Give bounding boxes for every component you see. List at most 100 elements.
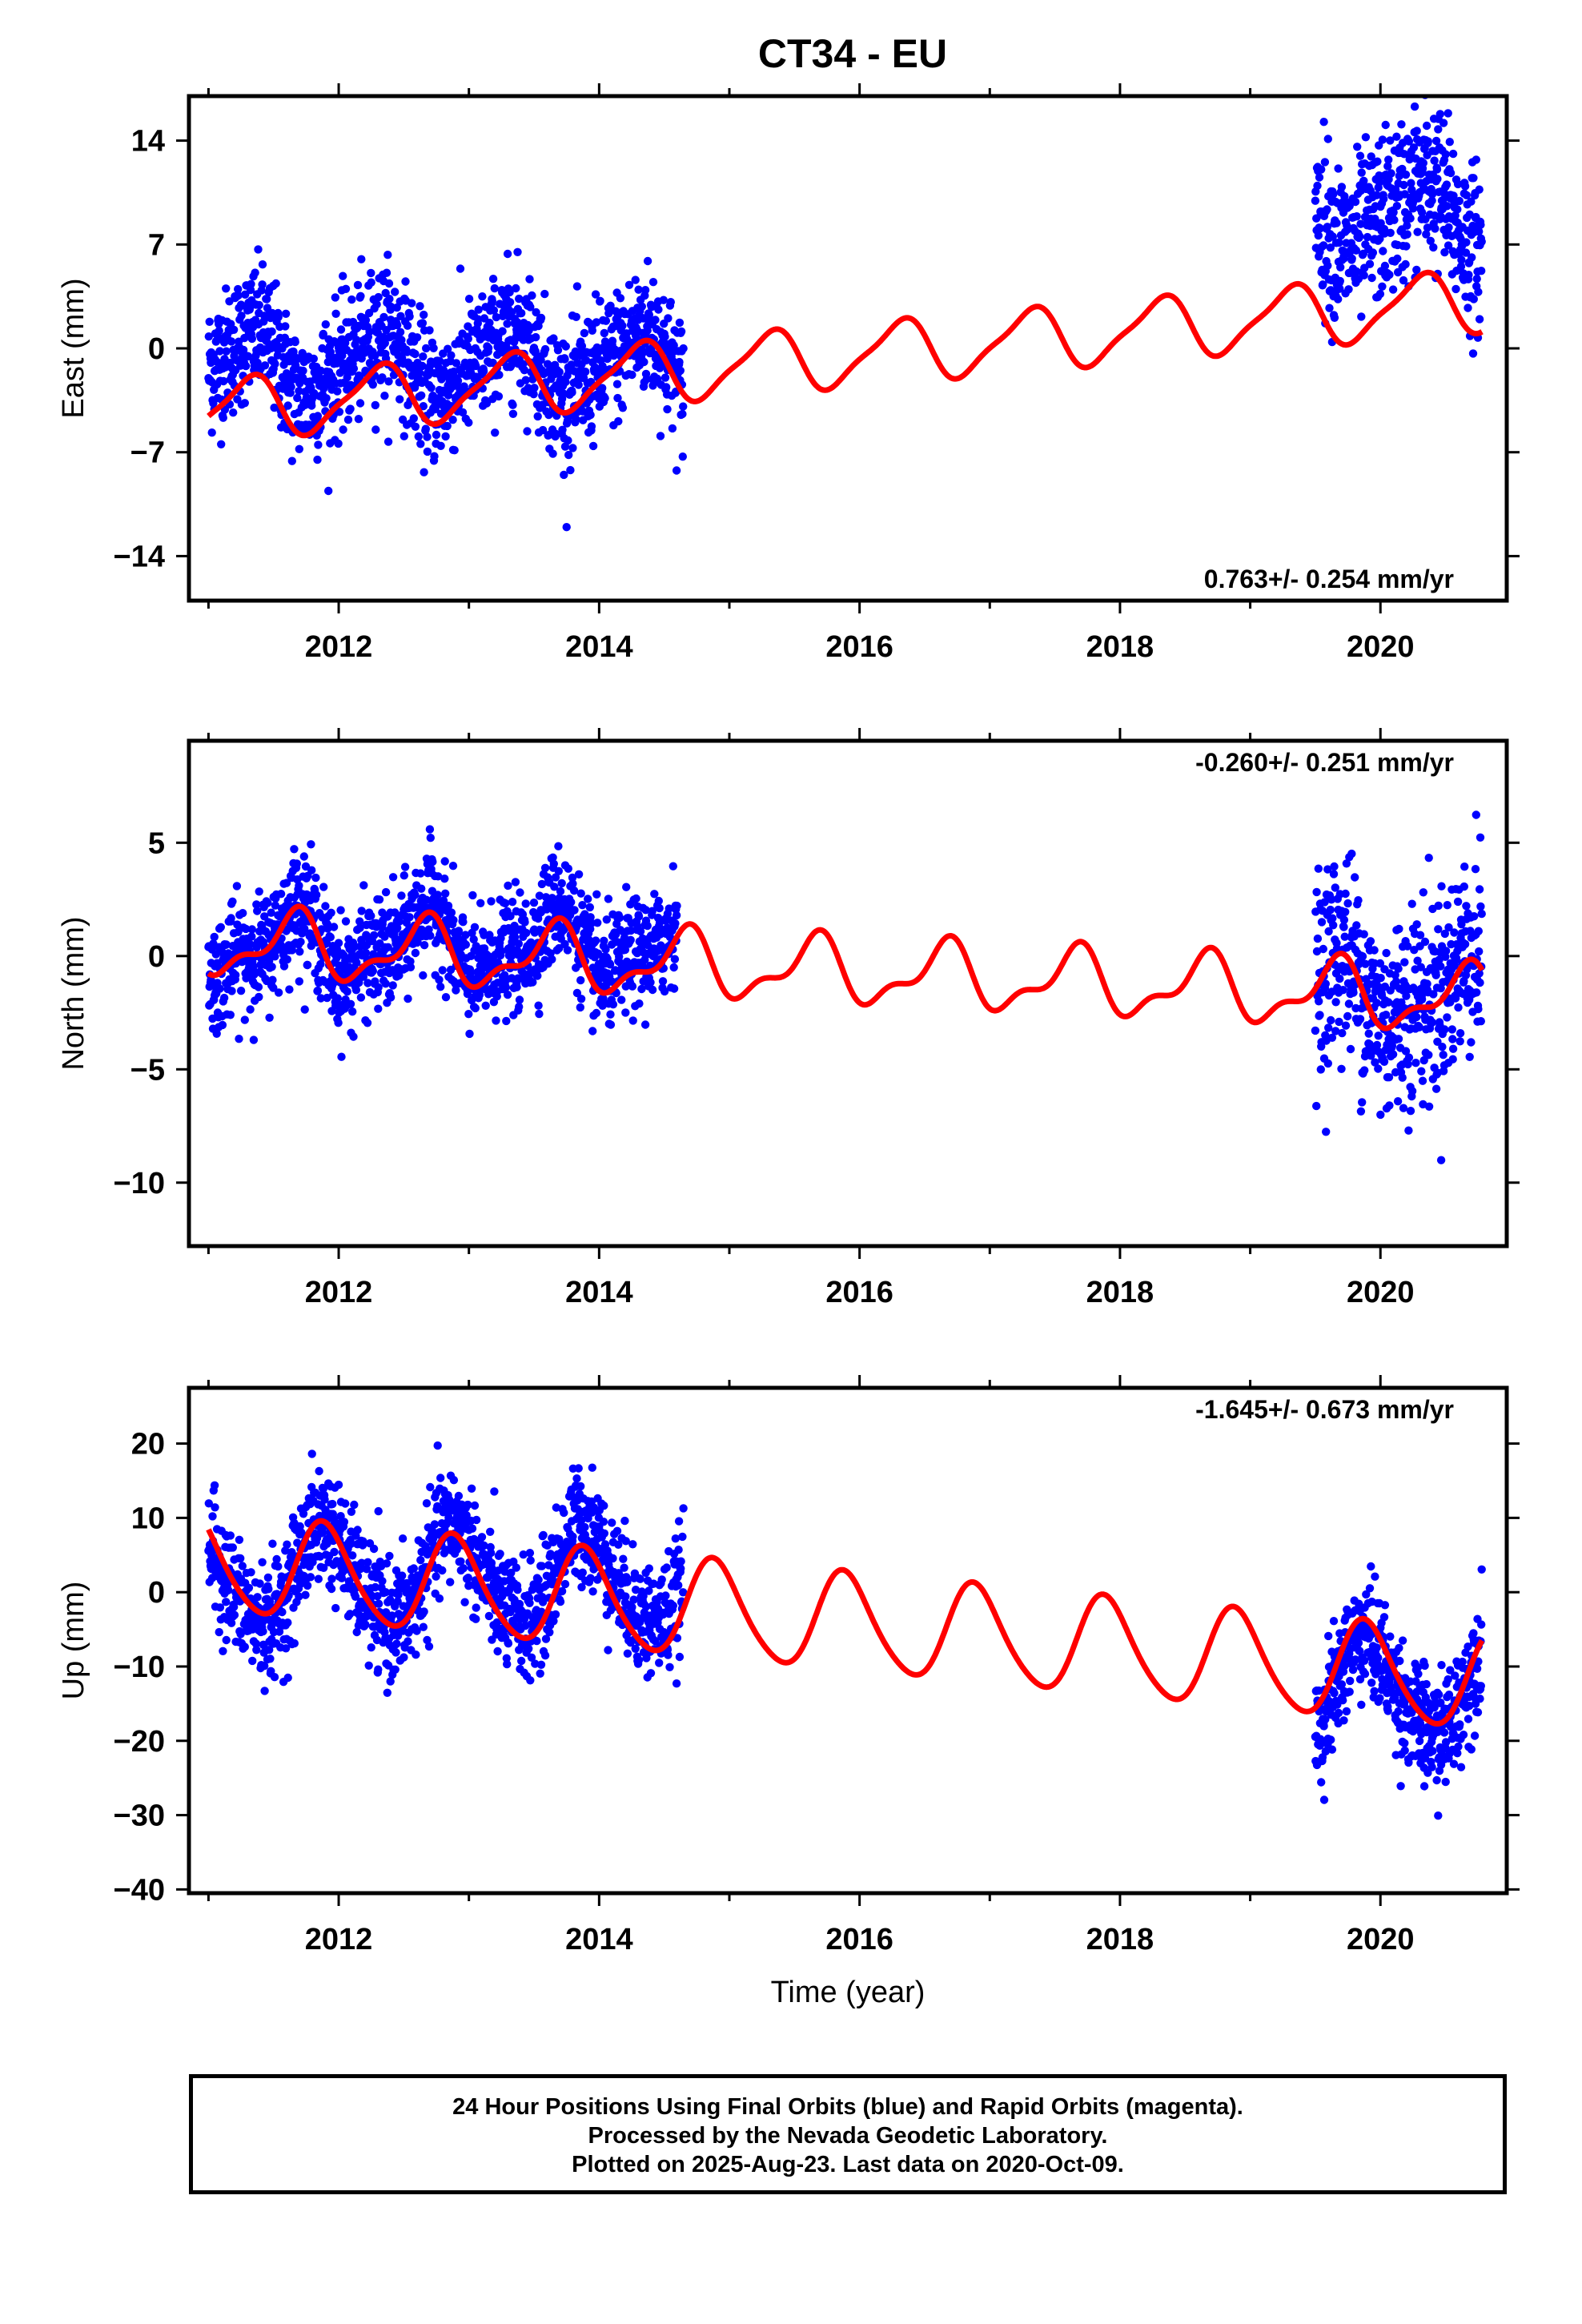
data-point	[1447, 1025, 1457, 1034]
data-point	[347, 295, 356, 304]
data-point	[526, 303, 535, 312]
data-point	[419, 1622, 428, 1631]
data-point	[1366, 937, 1375, 946]
data-point	[464, 1010, 473, 1019]
data-point	[668, 424, 677, 433]
data-point	[1359, 930, 1368, 939]
model-curve-east	[207, 269, 1484, 439]
data-point	[464, 334, 472, 344]
data-point	[1393, 254, 1402, 263]
data-point	[355, 399, 365, 408]
data-point	[496, 1550, 504, 1558]
data-point	[229, 1602, 239, 1611]
data-point	[1434, 125, 1443, 134]
data-point	[420, 468, 428, 476]
data-point	[581, 368, 590, 376]
data-point	[1341, 907, 1350, 917]
data-point	[236, 987, 246, 995]
data-point	[237, 312, 246, 320]
data-point	[1403, 230, 1411, 239]
data-point	[525, 275, 534, 283]
data-point	[1347, 254, 1356, 263]
data-point	[1390, 215, 1399, 224]
data-point	[356, 292, 365, 300]
data-point	[1431, 1084, 1441, 1093]
data-point	[359, 881, 368, 890]
data-point	[1419, 159, 1428, 167]
x-tick-label: 2014	[565, 1276, 633, 1309]
data-point	[440, 875, 449, 883]
data-point	[1415, 931, 1425, 939]
data-point	[387, 1611, 396, 1620]
data-point	[497, 947, 506, 955]
data-point	[600, 1529, 608, 1538]
data-point	[1406, 214, 1415, 223]
data-point	[448, 862, 458, 870]
data-point	[525, 1598, 534, 1608]
data-point	[1476, 833, 1485, 842]
data-point	[478, 292, 487, 301]
data-point	[548, 894, 556, 903]
data-point	[1474, 927, 1484, 935]
data-point	[1360, 1066, 1369, 1075]
data-point	[229, 325, 239, 334]
data-point	[564, 450, 573, 460]
data-point	[293, 1538, 302, 1547]
data-point	[252, 900, 261, 909]
data-point	[367, 1643, 375, 1652]
data-point	[357, 255, 366, 263]
data-point	[578, 901, 587, 910]
data-point	[549, 859, 558, 869]
data-point	[526, 1556, 535, 1565]
data-point	[1329, 870, 1339, 879]
data-point	[569, 886, 579, 895]
data-point	[558, 425, 567, 434]
data-point	[613, 393, 622, 403]
data-point	[1445, 138, 1455, 147]
data-point	[314, 440, 323, 449]
data-point	[1460, 939, 1470, 949]
data-point	[283, 401, 292, 410]
data-point	[236, 1630, 245, 1638]
data-point	[643, 921, 652, 931]
data-point	[1476, 978, 1484, 987]
data-point	[215, 1603, 225, 1612]
data-point	[1343, 899, 1352, 908]
data-point	[361, 948, 371, 958]
data-point	[591, 936, 600, 945]
data-point	[331, 309, 340, 318]
data-point	[1335, 1017, 1343, 1027]
x-tick-label: 2016	[825, 1276, 893, 1309]
data-point	[243, 352, 253, 361]
data-point	[355, 923, 364, 932]
data-point	[219, 413, 227, 422]
data-point	[472, 1515, 481, 1525]
data-point	[675, 318, 685, 328]
data-point	[417, 884, 426, 893]
data-point	[1401, 259, 1410, 269]
data-point	[383, 943, 392, 952]
data-point	[404, 994, 412, 1003]
data-point	[580, 328, 589, 338]
data-point	[472, 1614, 480, 1623]
data-point	[507, 1568, 516, 1578]
data-point	[392, 1639, 401, 1648]
data-point	[480, 1541, 488, 1550]
data-point	[1441, 947, 1451, 955]
data-point	[650, 890, 659, 899]
data-point	[1453, 897, 1463, 907]
data-point	[1311, 196, 1320, 205]
data-point	[471, 1003, 480, 1013]
data-point	[1448, 149, 1458, 159]
data-point	[1424, 1102, 1434, 1112]
data-point	[444, 901, 453, 911]
data-point	[628, 982, 637, 991]
data-point	[1431, 224, 1439, 233]
data-point	[1444, 923, 1453, 932]
data-point	[328, 1499, 337, 1509]
data-point	[477, 1533, 487, 1542]
data-point	[616, 294, 625, 303]
data-point	[553, 346, 563, 355]
data-point	[426, 1482, 435, 1492]
data-point	[364, 1661, 373, 1670]
